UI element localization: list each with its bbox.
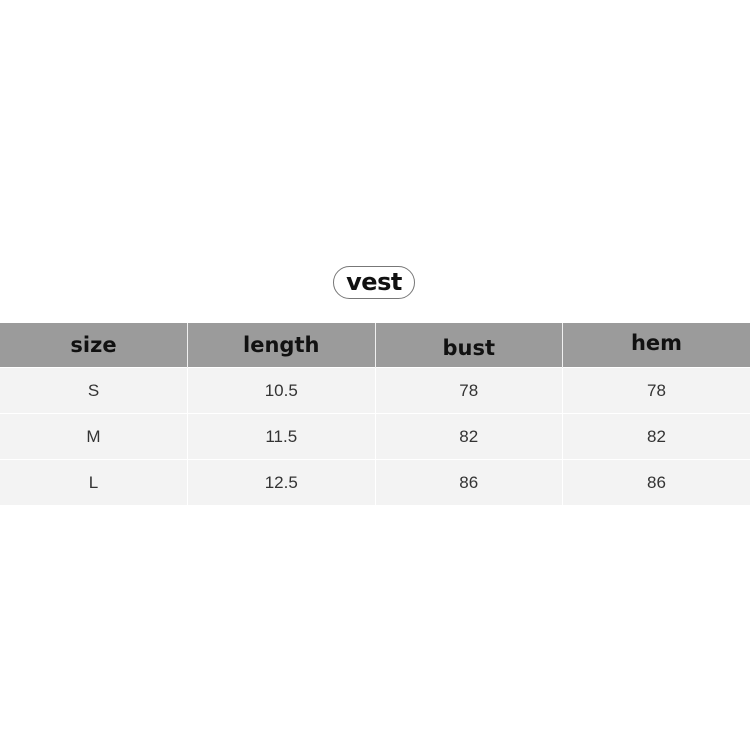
cell-hem: 82 — [562, 413, 750, 460]
table-title: vest — [333, 266, 415, 299]
header-row: size length bust hem — [0, 323, 750, 368]
cell-length: 11.5 — [187, 413, 375, 460]
cell-length: 12.5 — [187, 459, 375, 505]
table-row: M 11.5 82 82 — [0, 413, 750, 460]
cell-size: L — [0, 459, 188, 505]
header-length: length — [187, 323, 375, 368]
size-table: size length bust hem S 10.5 78 78 M 11.5… — [0, 323, 750, 505]
cell-bust: 78 — [374, 367, 563, 414]
table-row: S 10.5 78 78 — [0, 367, 750, 414]
cell-size: M — [0, 413, 188, 460]
header-hem: hem — [562, 323, 750, 368]
cell-hem: 78 — [562, 367, 750, 414]
cell-bust: 82 — [374, 413, 563, 460]
cell-hem: 86 — [562, 459, 750, 505]
header-bust: bust — [374, 323, 563, 368]
table-row: L 12.5 86 86 — [0, 459, 750, 505]
cell-length: 10.5 — [187, 367, 375, 414]
cell-bust: 86 — [374, 459, 563, 505]
cell-size: S — [0, 367, 188, 414]
header-size: size — [0, 323, 188, 368]
